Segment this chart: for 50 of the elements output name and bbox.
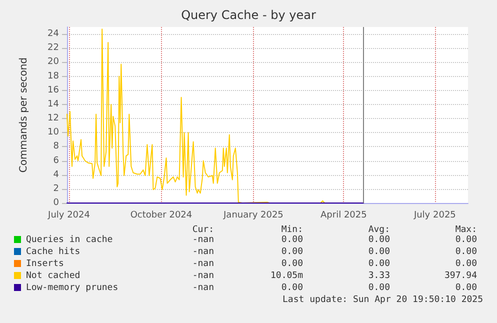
text: 3.33 bbox=[368, 270, 390, 282]
text: 397.94 bbox=[444, 270, 477, 282]
y-tick-label: 14 bbox=[48, 99, 60, 110]
y-tick-label: 4 bbox=[53, 170, 60, 180]
legend-label: Cache hits bbox=[26, 247, 80, 257]
text: 0.00 bbox=[368, 234, 390, 246]
y-tick-label: 22 bbox=[48, 43, 59, 54]
text: 0.00 bbox=[455, 246, 477, 258]
text: 0.00 bbox=[455, 258, 477, 270]
text: -nan bbox=[192, 270, 214, 282]
legend-label: Inserts bbox=[26, 259, 64, 269]
y-tick-label: 2 bbox=[53, 184, 59, 194]
y-tick-label: 0 bbox=[53, 198, 60, 208]
chart-title: Query Cache - by year bbox=[181, 8, 316, 22]
text: -nan bbox=[192, 246, 214, 258]
y-tick-label: 8 bbox=[53, 142, 60, 152]
legend-label: Queries in cache bbox=[26, 235, 113, 245]
text: Max: bbox=[455, 224, 477, 235]
text: Avg: bbox=[368, 224, 390, 235]
text: 0.00 bbox=[455, 234, 477, 246]
text: 0.00 bbox=[368, 246, 390, 258]
x-tick-label: October 2024 bbox=[130, 210, 192, 220]
text: 0.00 bbox=[368, 282, 390, 294]
y-tick-label: 18 bbox=[48, 71, 60, 82]
text: -nan bbox=[192, 234, 214, 246]
y-tick-label: 6 bbox=[53, 156, 60, 166]
text: Last update: Sun Apr 20 19:50:10 2025 bbox=[282, 294, 483, 306]
text: Cur: bbox=[192, 224, 214, 236]
text: 0.00 bbox=[281, 282, 303, 294]
text: Min: bbox=[281, 224, 303, 235]
text: 0.00 bbox=[281, 258, 303, 270]
y-tick-label: 16 bbox=[48, 85, 60, 96]
legend-label: Low-memory prunes bbox=[26, 283, 118, 293]
y-tick-label: 20 bbox=[48, 57, 60, 68]
text: -nan bbox=[192, 282, 214, 294]
text: 0.00 bbox=[368, 258, 390, 270]
y-tick-label: 10 bbox=[48, 128, 60, 138]
text: 10.05m bbox=[270, 270, 303, 282]
text: 0.00 bbox=[281, 234, 303, 246]
y-tick-label: 12 bbox=[48, 114, 59, 124]
text: -nan bbox=[192, 258, 214, 270]
y-tick-label: 24 bbox=[48, 29, 60, 40]
text: 0.00 bbox=[281, 246, 303, 258]
x-tick-label: July 2024 bbox=[47, 210, 90, 220]
y-axis-title: Commands per second bbox=[18, 57, 30, 173]
text: 0.00 bbox=[455, 282, 477, 294]
x-tick-label: April 2025 bbox=[320, 210, 367, 220]
legend-label: Not cached bbox=[26, 271, 80, 281]
x-tick-label: January 2025 bbox=[222, 210, 284, 220]
x-tick-label: July 2025 bbox=[412, 210, 456, 220]
